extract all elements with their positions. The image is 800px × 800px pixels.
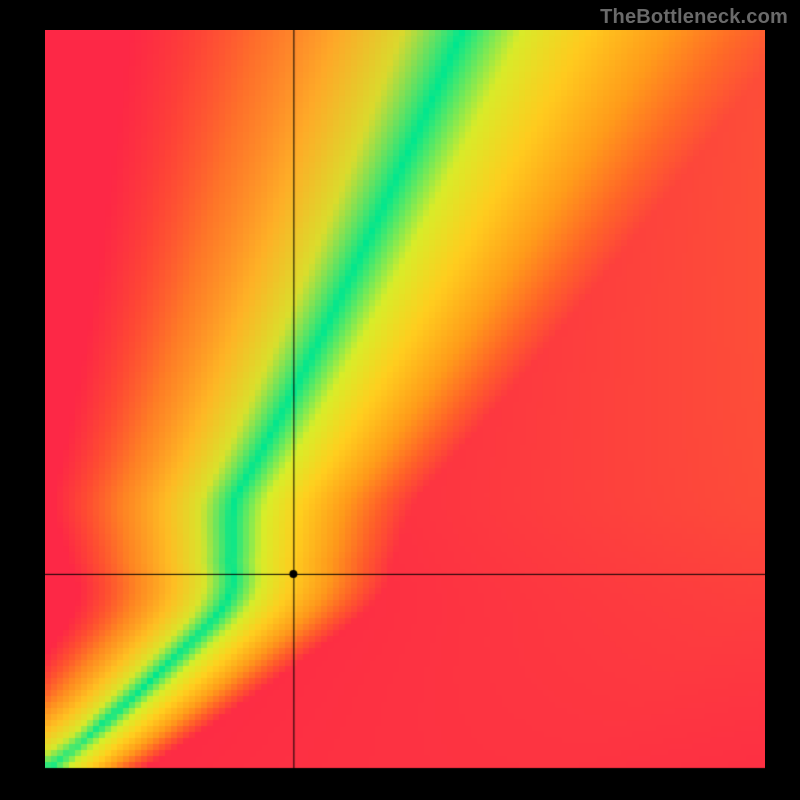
watermark-text: TheBottleneck.com [600,6,788,29]
heatmap-canvas [45,30,765,770]
chart-container: TheBottleneck.com [0,0,800,800]
